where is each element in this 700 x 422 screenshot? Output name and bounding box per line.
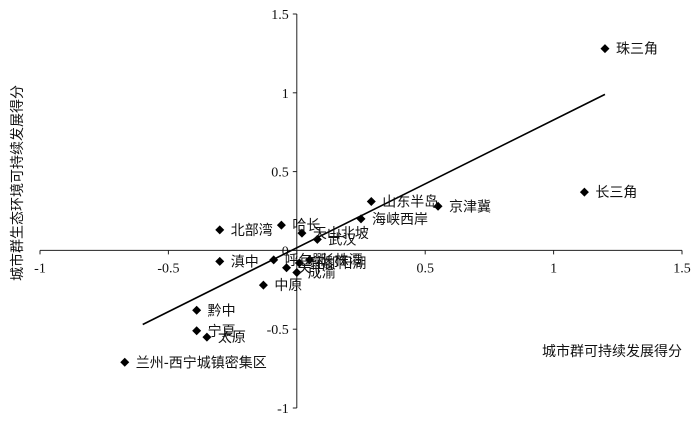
data-point — [366, 197, 376, 207]
data-label: 环鄱阳湖 — [310, 256, 366, 272]
trendline-path — [142, 93, 606, 326]
trendline — [142, 93, 606, 326]
data-point — [294, 258, 304, 268]
data-point — [600, 44, 610, 54]
x-tick-label: 1 — [550, 261, 557, 276]
data-label: 哈长 — [292, 218, 320, 234]
data-points — [120, 44, 610, 367]
data-point — [215, 256, 225, 266]
data-point — [292, 267, 302, 277]
data-point — [215, 225, 225, 235]
data-point — [192, 326, 202, 336]
y-tick-label: 0 — [282, 244, 289, 259]
data-point — [312, 234, 322, 244]
axes — [40, 14, 682, 408]
x-tick-label: -0.5 — [157, 261, 179, 276]
y-tick-label: 0.5 — [271, 166, 289, 181]
data-label: 珠三角 — [616, 42, 658, 58]
y-tick-label: 1.5 — [271, 8, 289, 23]
y-tick-label: 1 — [282, 87, 289, 102]
x-axis-title: 城市群可持续发展得分 — [542, 343, 682, 360]
data-label: 中原 — [274, 278, 302, 294]
data-label: 太原 — [218, 330, 246, 346]
y-axis-title: 城市群生态环境可持续发展得分 — [9, 85, 26, 281]
y-tick-label: -0.5 — [267, 323, 289, 338]
data-point — [282, 263, 292, 273]
data-point — [120, 357, 130, 367]
data-label: 关中 — [298, 261, 326, 277]
data-label: 山东半岛 — [382, 195, 438, 211]
data-label: 海峡西岸 — [372, 212, 428, 228]
data-label: 成渝 — [308, 265, 336, 281]
data-point — [297, 228, 307, 238]
data-point — [258, 280, 268, 290]
data-point — [579, 187, 589, 197]
data-label: 兰州-西宁城镇密集区 — [136, 354, 267, 371]
data-label: 黔中 — [208, 303, 236, 319]
data-label: 呼包鄂 — [285, 253, 327, 269]
data-point — [192, 305, 202, 315]
data-label: 北部湾 — [231, 222, 273, 239]
y-tick-label: -1 — [277, 402, 289, 417]
data-point — [276, 220, 286, 230]
data-label: 京津冀 — [449, 199, 491, 215]
x-tick-label: 0.5 — [416, 261, 434, 276]
data-label: 长株潭 — [321, 252, 363, 269]
data-label: 长三角 — [595, 185, 637, 201]
data-label: 武汉 — [328, 232, 356, 248]
data-label: 天山北坡 — [313, 226, 369, 242]
data-point — [356, 214, 366, 224]
x-tick-label: -1 — [34, 261, 46, 276]
data-point — [433, 201, 443, 211]
tick-labels: -1 -0.5 0.5 1 1.5 -1 -0.5 0 0.5 1 1.5 — [34, 8, 691, 417]
data-label: 滇中 — [231, 254, 259, 270]
data-label: 宁夏 — [208, 323, 236, 340]
data-point — [202, 332, 212, 342]
data-point — [305, 255, 315, 265]
data-point — [269, 255, 279, 265]
x-tick-label: 1.5 — [673, 261, 691, 276]
